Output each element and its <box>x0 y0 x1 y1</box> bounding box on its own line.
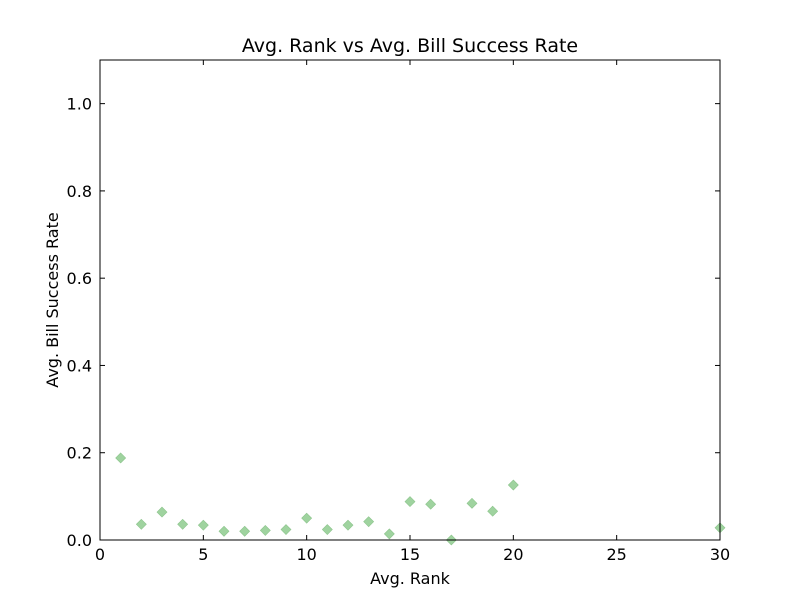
data-point <box>363 516 375 528</box>
x-tick-label: 5 <box>198 545 208 564</box>
data-point <box>404 496 416 508</box>
data-point <box>466 497 478 509</box>
y-tick-label: 0.0 <box>67 531 92 550</box>
y-axis-label: Avg. Bill Success Rate <box>43 212 62 387</box>
data-point <box>280 524 292 535</box>
data-point <box>197 519 209 531</box>
data-point <box>321 524 333 535</box>
data-point <box>156 506 168 518</box>
x-tick-label: 0 <box>95 545 105 564</box>
data-point <box>383 528 395 540</box>
axis-ticks: 0 5 10 15 20 25 30 0.0 0.2 0.4 0.6 0.8 1.0 <box>67 60 730 564</box>
y-tick-label: 1.0 <box>67 95 92 114</box>
data-point <box>239 525 251 537</box>
x-axis-label: Avg. Rank <box>370 569 451 588</box>
data-point <box>135 518 147 530</box>
x-tick-label: 20 <box>503 545 523 564</box>
plot-area-frame <box>99 59 721 541</box>
x-tick-label: 25 <box>606 545 626 564</box>
data-point <box>487 505 499 517</box>
y-tick-label: 0.8 <box>67 182 92 201</box>
y-tick-label: 0.4 <box>67 356 92 375</box>
data-point <box>218 525 230 537</box>
data-point <box>301 512 313 524</box>
x-tick-label: 15 <box>400 545 420 564</box>
data-points <box>115 452 726 546</box>
data-point <box>259 524 271 536</box>
data-point <box>507 479 519 491</box>
x-tick-label: 10 <box>296 545 316 564</box>
data-point <box>177 518 189 530</box>
data-point <box>342 519 354 531</box>
data-point <box>115 452 127 464</box>
y-tick-label: 0.2 <box>67 444 92 463</box>
data-point <box>425 498 437 510</box>
x-tick-label: 30 <box>710 545 730 564</box>
y-tick-label: 0.6 <box>67 269 92 288</box>
chart-title: Avg. Rank vs Avg. Bill Success Rate <box>242 35 578 57</box>
